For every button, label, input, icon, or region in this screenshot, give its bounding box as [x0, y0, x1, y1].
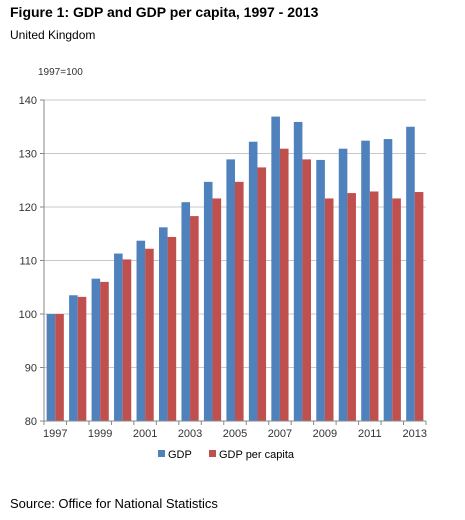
x-tick-label: 1999: [88, 428, 112, 440]
bar-gdp-per-capita-2008: [302, 159, 312, 421]
legend-gdp-per-capita-swatch: [209, 450, 216, 457]
bar-gdp-per-capita-2013: [414, 192, 424, 421]
bar-gdp-per-capita-1998: [77, 296, 87, 421]
bar-gdp-per-capita-2006: [257, 167, 267, 421]
chart: 80 90 100 110 120 130 140 1997 1999 2001 2003 2005 2…: [19, 67, 427, 461]
legend-gdp-label: GDP: [168, 449, 192, 461]
bar-gdp-per-capita-2003: [190, 216, 199, 421]
bar-gdp-per-capita-2007: [279, 148, 289, 421]
bar-gdp-per-capita-2009: [324, 198, 334, 421]
chart-title: Figure 1: GDP and GDP per capita, 1997 -…: [10, 4, 319, 20]
bar-gdp-2012: [383, 139, 393, 421]
bar-gdp-1997: [46, 314, 56, 421]
bar-gdp-2000: [114, 253, 123, 421]
bars-layer: [46, 116, 424, 422]
y-unit-label: 1997=100: [38, 67, 83, 78]
bar-gdp-2001: [136, 240, 146, 421]
bar-gdp-per-capita-2010: [347, 193, 356, 421]
x-tick-label: 2005: [223, 428, 247, 440]
bar-gdp-2006: [248, 141, 258, 422]
y-tick-label: 130: [19, 149, 37, 161]
bar-gdp-2004: [203, 181, 213, 421]
y-tick-label: 80: [25, 416, 37, 428]
bar-gdp-per-capita-2004: [212, 198, 222, 421]
y-tick-label: 110: [19, 256, 37, 268]
bar-gdp-2007: [271, 116, 280, 422]
x-tick-label: 2007: [268, 428, 292, 440]
legend-gdp-per-capita-label: GDP per capita: [219, 449, 295, 461]
legend-gdp-swatch: [158, 450, 165, 457]
bar-gdp-2002: [158, 227, 168, 421]
bar-gdp-per-capita-1999: [100, 281, 109, 421]
bar-gdp-1999: [91, 278, 101, 421]
y-tick-label: 120: [19, 202, 37, 214]
bar-gdp-per-capita-2002: [167, 236, 177, 421]
bar-gdp-2011: [361, 140, 370, 421]
bar-gdp-per-capita-1997: [55, 314, 64, 421]
x-tick-label: 1997: [43, 428, 67, 440]
axis-layer: 80 90 100 110 120 130 140 1997 1999 2001 2003 2005 2…: [19, 95, 427, 440]
legend: GDP GDP per capita: [158, 449, 295, 461]
source-note: Source: Office for National Statistics: [10, 496, 218, 511]
bar-gdp-per-capita-2000: [122, 259, 132, 421]
x-tick-label: 2013: [403, 428, 427, 440]
y-tick-label: 140: [19, 95, 37, 107]
bar-gdp-2013: [406, 126, 415, 421]
bar-gdp-per-capita-2001: [145, 248, 154, 421]
chart-subtitle: United Kingdom: [10, 28, 96, 42]
bar-gdp-2003: [181, 202, 191, 421]
bar-gdp-per-capita-2012: [392, 198, 401, 421]
x-tick-label: 2001: [133, 428, 157, 440]
y-tick-label: 90: [25, 363, 37, 375]
x-tick-label: 2011: [358, 428, 382, 440]
bar-gdp-2009: [316, 159, 325, 422]
x-tick-label: 2003: [178, 428, 202, 440]
bar-gdp-2010: [338, 148, 348, 421]
y-tick-label: 100: [19, 309, 37, 321]
bar-gdp-2005: [226, 159, 235, 421]
bar-gdp-2008: [293, 121, 303, 421]
bar-gdp-per-capita-2011: [369, 191, 379, 421]
bar-gdp-per-capita-2005: [235, 181, 244, 421]
x-tick-label: 2009: [313, 428, 337, 440]
bar-gdp-1998: [69, 295, 78, 421]
